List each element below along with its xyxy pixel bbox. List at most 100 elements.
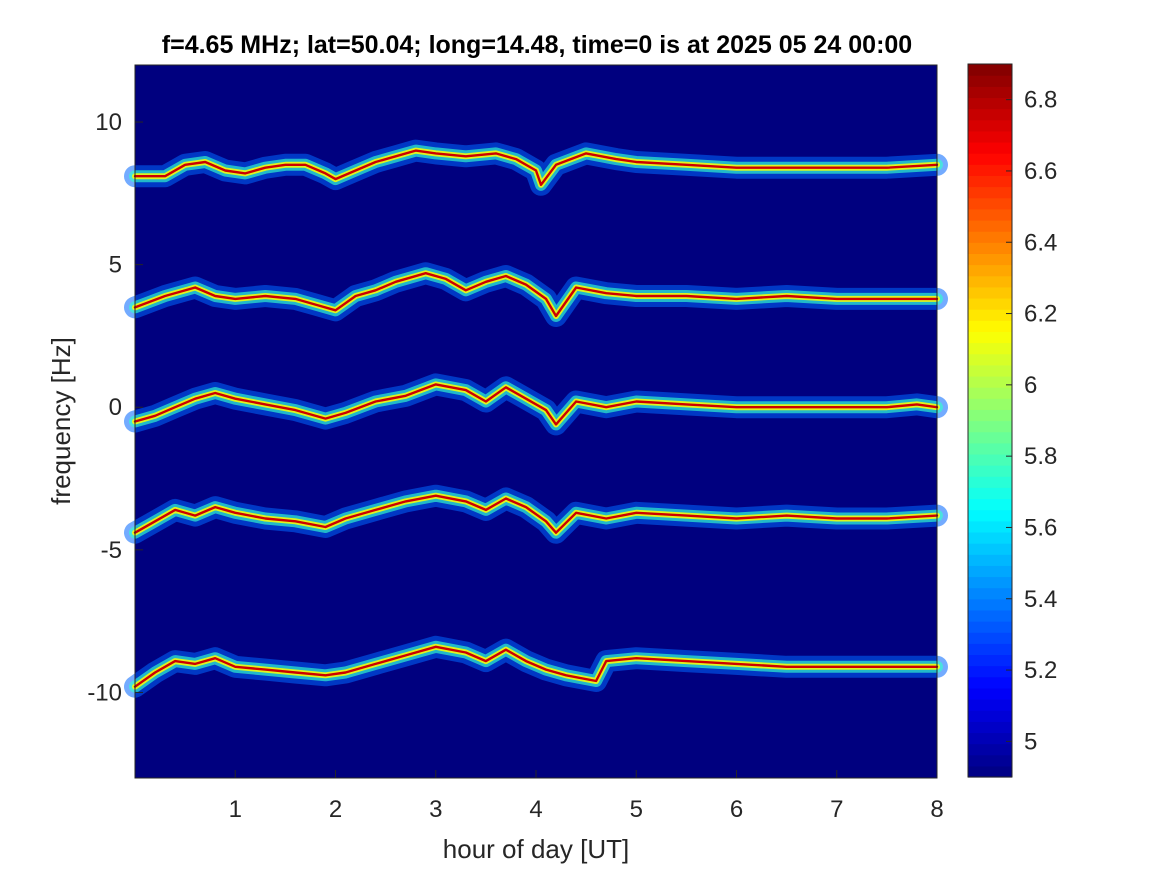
colorbar-tick-label: 6.6: [1024, 158, 1057, 185]
colorbar-step: [968, 231, 1012, 243]
colorbar-step: [968, 509, 1012, 522]
colorbar-step: [968, 442, 1012, 455]
colorbar-step: [968, 765, 1012, 778]
colorbar-step: [968, 242, 1012, 254]
colorbar-tick-label: 5.6: [1024, 514, 1057, 541]
colorbar-step: [968, 64, 1012, 76]
colorbar-step: [968, 409, 1012, 422]
trace-2-layer-4: [133, 272, 939, 318]
colorbar-step: [968, 732, 1012, 745]
colorbar-step: [968, 186, 1012, 199]
colorbar-step: [968, 654, 1012, 667]
colorbar-step: [968, 264, 1012, 277]
colorbar-tick-label: 6: [1024, 372, 1037, 399]
colorbar-step: [968, 632, 1012, 644]
y-axis-ticks: -10 -5 0 5 10: [87, 109, 143, 706]
chart-title: f=4.65 MHz; lat=50.04; long=14.48, time=…: [162, 31, 912, 59]
x-tick-label: 1: [229, 796, 242, 823]
colorbar: 5 5.2 5.4 5.6 5.8 6 6.2 6.4 6.6 6.8: [967, 63, 1057, 778]
colorbar-step: [968, 208, 1012, 221]
colorbar-step: [968, 565, 1012, 578]
colorbar-step: [968, 130, 1012, 143]
colorbar-step: [968, 710, 1012, 722]
colorbar-step: [968, 487, 1012, 500]
trace-4-layer-4: [133, 494, 939, 534]
colorbar-step: [968, 387, 1012, 399]
colorbar-step: [968, 754, 1012, 767]
colorbar-tick-label: 5.8: [1024, 443, 1057, 470]
spectrogram-plot: [124, 64, 948, 779]
y-tick-label: 5: [109, 252, 122, 279]
colorbar-step: [968, 420, 1012, 433]
colorbar-step: [968, 554, 1012, 566]
colorbar-step: [968, 598, 1012, 611]
colorbar-step: [968, 141, 1012, 154]
colorbar-tick-label: 5.2: [1024, 657, 1057, 684]
colorbar-step: [968, 643, 1012, 656]
colorbar-step: [968, 197, 1012, 210]
colorbar-step: [968, 431, 1012, 444]
colorbar-step: [968, 587, 1012, 600]
colorbar-step: [968, 743, 1012, 756]
colorbar-step: [968, 175, 1012, 188]
x-tick-label: 8: [930, 796, 943, 823]
colorbar-step: [968, 498, 1012, 511]
colorbar-step: [968, 320, 1012, 332]
colorbar-step: [968, 676, 1012, 689]
colorbar-step: [968, 286, 1012, 299]
x-tick-label: 5: [630, 796, 643, 823]
colorbar-step: [968, 520, 1012, 533]
colorbar-step: [968, 309, 1012, 321]
colorbar-step: [968, 97, 1012, 110]
colorbar-step: [968, 699, 1012, 711]
colorbar-tick-label: 5: [1024, 728, 1037, 755]
colorbar-step: [968, 108, 1012, 121]
x-tick-label: 3: [429, 796, 442, 823]
y-axis-label: frequency [Hz]: [46, 337, 76, 505]
colorbar-step: [968, 621, 1012, 633]
y-tick-label: 10: [95, 109, 122, 136]
colorbar-step: [968, 164, 1012, 177]
x-tick-label: 4: [529, 796, 542, 823]
colorbar-step: [968, 609, 1012, 622]
colorbar-step: [968, 476, 1012, 488]
colorbar-frame: [967, 63, 1013, 778]
colorbar-step: [968, 576, 1012, 589]
colorbar-tick-label: 6.2: [1024, 301, 1057, 328]
y-tick-label: 0: [109, 394, 122, 421]
colorbar-step: [968, 275, 1012, 288]
doppler-traces: [124, 139, 948, 698]
colorbar-step: [968, 353, 1012, 366]
colorbar-step: [968, 721, 1012, 734]
colorbar-tick-label: 6.4: [1024, 229, 1057, 256]
colorbar-step: [968, 297, 1012, 310]
colorbar-ticks: 5 5.2 5.4 5.6 5.8 6 6.2 6.4 6.6 6.8: [1006, 87, 1057, 755]
colorbar-step: [968, 398, 1012, 410]
trace-1-layer-4: [133, 149, 939, 186]
colorbar-step: [968, 75, 1012, 87]
colorbar-step: [968, 331, 1012, 344]
colorbar-step: [968, 119, 1012, 132]
trace-5-layer-4: [133, 645, 939, 688]
colorbar-step: [968, 364, 1012, 377]
colorbar-tick-label: 6.8: [1024, 87, 1057, 114]
colorbar-gradient: [968, 64, 1012, 778]
colorbar-step: [968, 465, 1012, 477]
y-tick-label: -5: [101, 537, 122, 564]
colorbar-step: [968, 453, 1012, 466]
colorbar-step: [968, 219, 1012, 232]
x-tick-label: 6: [730, 796, 743, 823]
colorbar-step: [968, 86, 1012, 99]
trace-3-layer-4: [133, 383, 939, 426]
colorbar-step: [968, 543, 1012, 555]
colorbar-step: [968, 253, 1012, 266]
colorbar-step: [968, 153, 1012, 165]
x-axis-label: hour of day [UT]: [443, 834, 629, 864]
colorbar-step: [968, 342, 1012, 355]
colorbar-step: [968, 665, 1012, 678]
x-tick-label: 2: [329, 796, 342, 823]
colorbar-tick-label: 5.4: [1024, 586, 1057, 613]
x-tick-label: 7: [830, 796, 843, 823]
x-axis-ticks: 1 2 3 4 5 6 7 8: [229, 770, 944, 823]
